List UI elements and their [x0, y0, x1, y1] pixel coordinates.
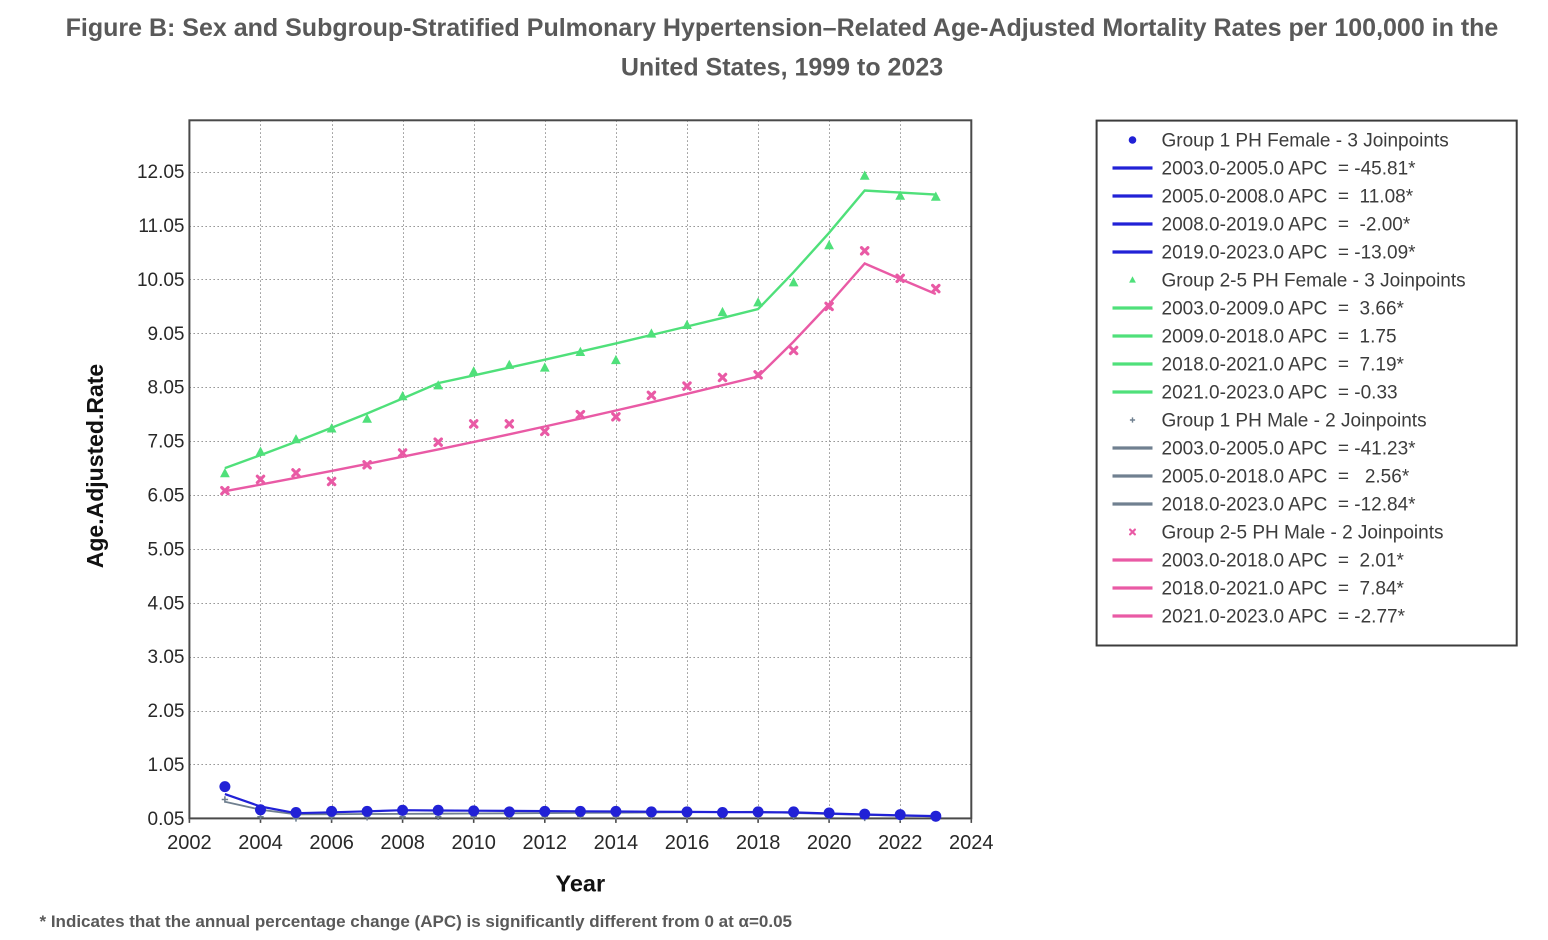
- svg-text:2019.0-2023.0 APC = -13.09*: 2019.0-2023.0 APC = -13.09*: [1162, 243, 1417, 264]
- svg-text:* Indicates that the annual pe: * Indicates that the annual percentage c…: [40, 912, 793, 931]
- svg-text:2024: 2024: [949, 832, 994, 854]
- svg-text:2021.0-2023.0 APC = -0.33: 2021.0-2023.0 APC = -0.33: [1162, 383, 1398, 404]
- svg-text:2021.0-2023.0 APC = -2.77*: 2021.0-2023.0 APC = -2.77*: [1162, 607, 1406, 628]
- svg-text:2020: 2020: [807, 832, 852, 854]
- svg-text:8.05: 8.05: [148, 378, 185, 399]
- svg-text:2008: 2008: [380, 832, 425, 854]
- svg-text:6.05: 6.05: [148, 486, 185, 507]
- svg-text:2005.0-2018.0 APC = 2.56*: 2005.0-2018.0 APC = 2.56*: [1162, 467, 1410, 488]
- svg-text:2.05: 2.05: [148, 701, 185, 722]
- svg-text:2003.0-2018.0 APC = 2.01*: 2003.0-2018.0 APC = 2.01*: [1162, 551, 1405, 572]
- svg-text:2012: 2012: [523, 832, 568, 854]
- svg-text:2010: 2010: [451, 832, 496, 854]
- svg-text:2018.0-2021.0 APC = 7.19*: 2018.0-2021.0 APC = 7.19*: [1162, 355, 1405, 376]
- svg-text:5.05: 5.05: [148, 539, 185, 560]
- svg-text:Figure B: Sex and Subgroup-Str: Figure B: Sex and Subgroup-Stratified Pu…: [66, 14, 1499, 42]
- svg-text:2018.0-2023.0 APC = -12.84*: 2018.0-2023.0 APC = -12.84*: [1162, 495, 1417, 516]
- svg-text:Group 2-5 PH Male - 2 Joinpoin: Group 2-5 PH Male - 2 Joinpoints: [1162, 523, 1444, 544]
- svg-text:2016: 2016: [665, 832, 710, 854]
- svg-text:United States, 1999 to 2023: United States, 1999 to 2023: [621, 54, 943, 82]
- svg-text:7.05: 7.05: [148, 432, 185, 453]
- svg-text:10.05: 10.05: [137, 270, 185, 291]
- svg-text:1.05: 1.05: [148, 755, 185, 776]
- svg-text:2008.0-2019.0 APC = -2.00*: 2008.0-2019.0 APC = -2.00*: [1162, 215, 1411, 236]
- svg-text:0.05: 0.05: [148, 809, 185, 830]
- svg-text:2005.0-2008.0 APC = 11.08*: 2005.0-2008.0 APC = 11.08*: [1162, 187, 1414, 208]
- svg-text:9.05: 9.05: [148, 324, 185, 345]
- svg-text:2018.0-2021.0 APC = 7.84*: 2018.0-2021.0 APC = 7.84*: [1162, 579, 1405, 600]
- svg-text:2009.0-2018.0 APC = 1.75: 2009.0-2018.0 APC = 1.75: [1162, 327, 1397, 348]
- svg-text:2004: 2004: [238, 832, 283, 854]
- svg-text:2003.0-2005.0 APC = -41.23*: 2003.0-2005.0 APC = -41.23*: [1162, 439, 1417, 460]
- svg-text:2022: 2022: [878, 832, 923, 854]
- svg-text:2018: 2018: [736, 832, 781, 854]
- svg-text:2014: 2014: [594, 832, 639, 854]
- svg-text:Group 1 PH Female - 3 Joinpoin: Group 1 PH Female - 3 Joinpoints: [1162, 131, 1449, 152]
- svg-text:4.05: 4.05: [148, 593, 185, 614]
- svg-text:2006: 2006: [309, 832, 354, 854]
- svg-text:Age.Adjusted.Rate: Age.Adjusted.Rate: [82, 364, 108, 568]
- svg-text:11.05: 11.05: [138, 216, 184, 237]
- svg-text:2003.0-2005.0 APC = -45.81*: 2003.0-2005.0 APC = -45.81*: [1162, 159, 1417, 180]
- svg-text:Group 2-5 PH Female - 3 Joinpo: Group 2-5 PH Female - 3 Joinpoints: [1162, 271, 1466, 292]
- svg-text:3.05: 3.05: [148, 647, 185, 668]
- svg-text:12.05: 12.05: [137, 162, 185, 183]
- svg-text:2003.0-2009.0 APC = 3.66*: 2003.0-2009.0 APC = 3.66*: [1162, 299, 1405, 320]
- svg-text:Year: Year: [555, 871, 605, 897]
- svg-text:2002: 2002: [167, 832, 212, 854]
- svg-text:Group 1 PH Male - 2 Joinpoints: Group 1 PH Male - 2 Joinpoints: [1162, 411, 1427, 432]
